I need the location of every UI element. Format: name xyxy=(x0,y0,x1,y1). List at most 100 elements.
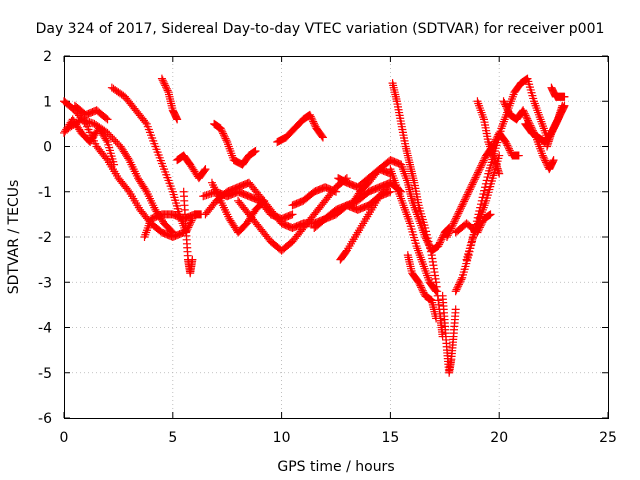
data-point xyxy=(435,238,444,247)
data-series-arc16 xyxy=(288,183,340,210)
data-point xyxy=(219,129,228,138)
y-tick-label: 0 xyxy=(43,140,52,156)
data-point xyxy=(490,139,499,148)
data-point xyxy=(468,180,477,189)
x-axis-title: GPS time / hours xyxy=(277,459,394,475)
data-series-arc32 xyxy=(547,83,569,101)
data-point xyxy=(417,285,426,294)
data-point xyxy=(523,114,532,123)
data-point xyxy=(426,244,435,253)
data-point xyxy=(475,223,484,232)
data-point xyxy=(519,106,528,115)
data-point xyxy=(451,214,460,223)
data-point xyxy=(491,137,500,146)
data-point xyxy=(309,119,318,128)
y-tick-label: -6 xyxy=(38,411,52,427)
data-point xyxy=(452,285,461,294)
data-point xyxy=(503,105,512,114)
data-point xyxy=(455,278,464,287)
data-point xyxy=(450,217,459,226)
data-point xyxy=(538,151,547,160)
data-point xyxy=(200,166,209,175)
y-axis-title: SDTVAR / TECUs xyxy=(6,180,22,295)
data-point xyxy=(459,199,468,208)
data-point xyxy=(163,86,172,95)
data-point xyxy=(158,76,167,85)
data-point xyxy=(495,169,504,178)
data-point xyxy=(467,182,476,191)
data-point xyxy=(549,156,558,165)
data-point xyxy=(514,151,523,160)
data-point xyxy=(448,221,457,230)
data-point xyxy=(454,209,463,218)
data-point xyxy=(456,277,465,286)
data-point xyxy=(168,228,177,237)
data-point xyxy=(504,143,513,152)
data-series-arc3 xyxy=(70,101,112,124)
data-point xyxy=(455,207,464,216)
data-point xyxy=(560,101,569,110)
y-tick-label: -4 xyxy=(38,321,52,337)
data-point xyxy=(310,121,319,130)
tick-layer: 0 5 10 15 20 25 -6 -5 -4 -3 -2 -1 0 1 2 xyxy=(38,49,617,446)
data-point xyxy=(474,166,483,175)
data-point xyxy=(318,132,327,141)
data-point xyxy=(160,79,169,88)
data-point xyxy=(305,110,314,119)
data-point xyxy=(161,81,170,90)
data-point xyxy=(473,170,482,179)
data-point xyxy=(560,92,569,101)
data-point xyxy=(157,74,166,83)
data-point xyxy=(476,221,485,230)
data-point xyxy=(421,223,430,232)
data-point xyxy=(416,281,425,290)
x-tick-label: 20 xyxy=(490,430,508,446)
data-point xyxy=(251,147,260,156)
data-point xyxy=(219,131,228,140)
data-point xyxy=(470,175,479,184)
data-point xyxy=(461,193,470,202)
data-point xyxy=(221,134,230,143)
data-point xyxy=(288,210,297,219)
data-point xyxy=(469,177,478,186)
data-point xyxy=(465,185,474,194)
data-point xyxy=(386,187,395,196)
data-point xyxy=(451,305,460,314)
data-point xyxy=(102,136,111,145)
data-point xyxy=(540,154,549,163)
data-point xyxy=(417,283,426,292)
data-point xyxy=(435,240,444,249)
x-tick-label: 5 xyxy=(168,430,177,446)
data-point xyxy=(218,127,227,136)
data-point xyxy=(453,210,462,219)
data-point xyxy=(473,168,482,177)
y-tick-label: -5 xyxy=(38,366,52,382)
data-point xyxy=(454,282,463,291)
data-point xyxy=(502,139,511,148)
data-point xyxy=(434,242,443,251)
data-point xyxy=(424,237,433,246)
data-point xyxy=(483,173,492,182)
data-point xyxy=(519,107,528,116)
data-point xyxy=(454,280,463,289)
data-point xyxy=(432,287,441,296)
data-point xyxy=(501,100,510,109)
data-point xyxy=(452,212,461,221)
data-point xyxy=(465,187,474,196)
x-tick-label: 10 xyxy=(273,430,291,446)
data-point xyxy=(306,112,315,121)
y-tick-label: -2 xyxy=(38,230,52,246)
data-point xyxy=(520,109,529,118)
data-point xyxy=(426,247,435,256)
data-point xyxy=(500,98,509,107)
data-point xyxy=(167,227,176,236)
data-series-arc24 xyxy=(438,291,460,377)
x-tick-label: 15 xyxy=(381,430,399,446)
data-point xyxy=(423,234,432,243)
data-point xyxy=(102,114,111,123)
data-point xyxy=(502,102,510,111)
data-series-arc29 xyxy=(473,97,504,178)
data-point xyxy=(522,113,531,122)
